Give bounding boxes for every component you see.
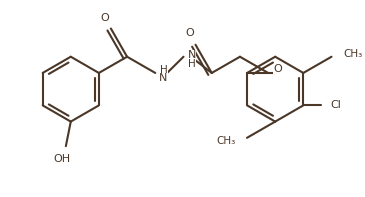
Text: N: N xyxy=(188,50,196,60)
Text: O: O xyxy=(101,13,110,23)
Text: O: O xyxy=(185,28,194,38)
Text: H: H xyxy=(160,65,168,75)
Text: CH₃: CH₃ xyxy=(216,136,235,146)
Text: O: O xyxy=(273,64,282,74)
Text: CH₃: CH₃ xyxy=(343,49,362,59)
Text: H: H xyxy=(188,59,196,69)
Text: Cl: Cl xyxy=(331,100,342,110)
Text: N: N xyxy=(159,73,168,83)
Text: OH: OH xyxy=(53,154,70,164)
